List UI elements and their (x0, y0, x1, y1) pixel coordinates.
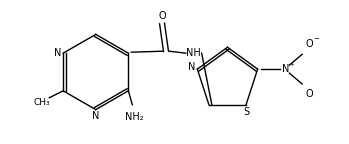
Text: O: O (158, 11, 166, 21)
Text: NH: NH (186, 48, 201, 58)
Text: −: − (313, 36, 319, 42)
Text: O: O (305, 39, 313, 49)
Text: S: S (243, 107, 249, 116)
Text: NH₂: NH₂ (125, 112, 143, 122)
Text: CH₃: CH₃ (33, 98, 50, 107)
Text: O: O (305, 89, 313, 99)
Text: N: N (188, 62, 195, 72)
Text: N: N (92, 111, 99, 121)
Text: +: + (289, 62, 294, 67)
Text: N: N (282, 64, 289, 74)
Text: N: N (53, 48, 61, 58)
